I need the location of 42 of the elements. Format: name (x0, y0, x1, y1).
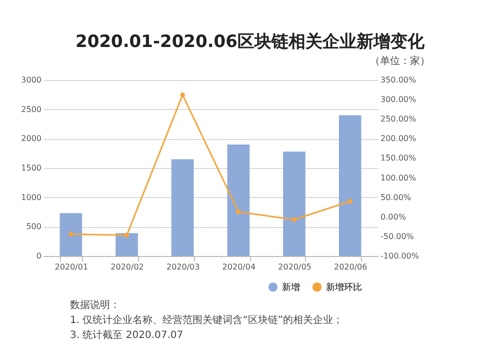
bar (60, 213, 82, 256)
text: 数据说明： (70, 299, 121, 313)
x-tick-label: 2020/02 (110, 262, 144, 272)
chart-title: 2020.01-2020.06区块链相关企业新增变化 (74, 31, 426, 54)
y2-tick-label: 100.00% (380, 173, 416, 182)
text: 1. 仅统计企业名称、经营范围关键词含“区块链”的相关企业； (70, 314, 344, 328)
y2-tick-label: -100.00% (380, 252, 420, 260)
bar (283, 152, 306, 256)
y-tick-label: 500 (26, 222, 42, 232)
x-tick-label: 2020/01 (54, 262, 88, 272)
y2-tick-label: 250.00% (380, 114, 416, 124)
y2-tick-label: 150.00% (380, 154, 416, 163)
legend-label: 新增环比 (326, 282, 362, 294)
y2-tick-label: 0.00% (380, 212, 406, 222)
y2-tick-label: 350.00% (380, 76, 416, 84)
x-tick-label: 2020/03 (166, 262, 200, 272)
legend-label: 新增 (282, 282, 300, 294)
y2-tick-label: 50.00% (380, 192, 412, 202)
y-tick-label: 1000 (21, 192, 42, 202)
y2-tick-label: 200.00% (380, 134, 416, 144)
point (180, 92, 185, 98)
bar (227, 144, 250, 256)
point (236, 209, 241, 214)
y-tick-label: 3000 (21, 76, 42, 84)
x-tick-label: 2020/05 (278, 262, 312, 272)
y2-tick-label: 300.00% (380, 95, 416, 104)
y-tick-label: 2500 (21, 104, 42, 114)
text: （单位：家） (369, 54, 431, 68)
y-tick-label: 1500 (21, 164, 42, 172)
point (348, 198, 352, 204)
x-tick-label: 2020/06 (334, 262, 368, 272)
point (292, 217, 297, 222)
bar (171, 159, 194, 256)
bar (338, 115, 362, 256)
bar (116, 233, 138, 256)
x-tick-label: 2020/04 (222, 262, 256, 272)
point (124, 232, 130, 238)
point (68, 232, 74, 236)
y-tick-label: 0 (36, 252, 42, 260)
text: 3. 统计截至 2020.07.07 (70, 328, 184, 343)
y2-tick-label: -50.00% (380, 232, 414, 241)
y-tick-label: 2000 (21, 134, 42, 144)
